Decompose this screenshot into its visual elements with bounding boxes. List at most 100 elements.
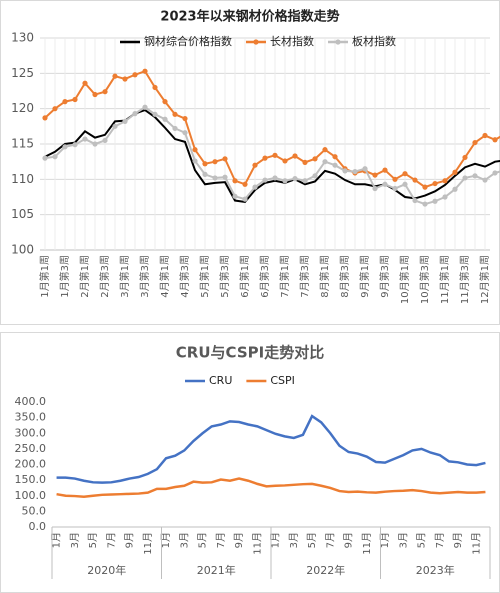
x-tick-label: 9月	[452, 532, 464, 548]
point	[272, 152, 278, 158]
point	[292, 176, 298, 182]
point	[482, 132, 488, 139]
point	[262, 177, 268, 183]
x-tick-label: 5月	[306, 532, 318, 548]
point	[262, 155, 268, 161]
point	[352, 168, 358, 175]
x-tick-label: 11月第3周	[458, 255, 471, 304]
point	[52, 154, 58, 160]
x-tick-label: 7月	[215, 532, 227, 548]
point	[192, 158, 198, 164]
x-tick-label: 5月	[197, 532, 209, 548]
x-tick-label: 1月第3周	[58, 255, 71, 298]
point	[302, 178, 308, 184]
point	[272, 175, 278, 181]
point	[212, 175, 218, 181]
point	[472, 173, 478, 179]
chart-title: CRU与CSPI走势对比	[176, 344, 324, 362]
x-tick-label: 6月第1周	[238, 255, 251, 298]
point	[462, 154, 468, 161]
point	[192, 147, 198, 153]
point	[332, 162, 338, 168]
point	[372, 172, 378, 178]
point	[72, 142, 78, 148]
point	[392, 185, 398, 192]
point	[152, 111, 158, 117]
series-line	[44, 108, 500, 204]
x-tick-label: 5月第3周	[218, 255, 231, 298]
point	[202, 161, 208, 167]
point	[312, 156, 318, 162]
point	[42, 155, 48, 161]
point	[172, 125, 178, 132]
point	[182, 115, 188, 122]
legend-label: 板材指数	[352, 34, 396, 48]
legend-label: CSPI	[270, 374, 295, 387]
point	[172, 111, 178, 117]
x-group-label: 2022年	[306, 563, 345, 577]
point	[242, 181, 248, 187]
point	[432, 198, 438, 204]
x-tick-label: 10月第3周	[418, 255, 431, 304]
x-tick-label: 5月第1周	[198, 255, 211, 298]
x-tick-label: 9月	[233, 532, 245, 548]
point	[112, 123, 118, 129]
point	[402, 171, 408, 177]
point	[452, 169, 458, 175]
point	[322, 159, 328, 165]
point	[422, 201, 428, 207]
point	[412, 177, 418, 183]
x-tick-label: 3月	[69, 532, 81, 548]
x-tick-label: 3月	[397, 532, 409, 548]
point	[442, 178, 448, 184]
y-tick-label: 0.0	[29, 520, 47, 533]
x-group-label: 2023年	[416, 563, 455, 577]
x-tick-label: 11月第1周	[438, 255, 451, 304]
point	[132, 111, 138, 117]
x-tick-label: 1月	[51, 532, 63, 548]
legend-label: 长材指数	[270, 34, 314, 48]
point	[452, 186, 458, 192]
y-tick-label: 250.0	[15, 442, 47, 455]
point	[432, 180, 438, 187]
legend-label: 钢材综合价格指数	[144, 34, 232, 48]
point	[342, 168, 348, 174]
point	[212, 159, 218, 165]
y-tick-label: 300.0	[15, 426, 47, 439]
point	[62, 99, 68, 105]
point	[122, 76, 128, 82]
point	[122, 118, 128, 124]
x-tick-label: 11月	[470, 532, 482, 555]
y-tick-label: 100.0	[15, 489, 47, 502]
y-tick-label: 110	[11, 172, 34, 186]
point	[282, 178, 288, 184]
y-tick-label: 100	[11, 243, 34, 257]
x-tick-label: 7月	[324, 532, 336, 548]
point	[202, 171, 208, 177]
point	[232, 178, 238, 184]
x-tick-label: 2月第3周	[98, 255, 111, 298]
legend-label: CRU	[209, 374, 232, 387]
x-tick-label: 9月	[124, 532, 136, 548]
point	[182, 130, 188, 136]
x-tick-label: 3月第1周	[118, 255, 131, 298]
point	[42, 115, 48, 121]
point	[152, 84, 158, 91]
y-tick-label: 115	[11, 137, 34, 151]
point	[222, 156, 228, 162]
y-tick-label: 125	[11, 66, 34, 80]
point	[462, 175, 468, 181]
series-line	[56, 477, 486, 498]
y-tick-label: 130	[11, 31, 34, 45]
y-tick-label: 400.0	[15, 395, 47, 408]
point	[482, 177, 488, 183]
point	[102, 137, 108, 144]
x-tick-label: 1月第1周	[38, 255, 51, 298]
y-tick-label: 200.0	[15, 458, 47, 471]
point	[252, 162, 258, 168]
x-tick-label: 1月	[270, 532, 282, 548]
legend-marker	[335, 39, 341, 45]
x-tick-label: 8月第1周	[318, 255, 331, 298]
x-tick-label: 6月第3周	[258, 255, 271, 298]
legend-marker	[253, 39, 259, 45]
